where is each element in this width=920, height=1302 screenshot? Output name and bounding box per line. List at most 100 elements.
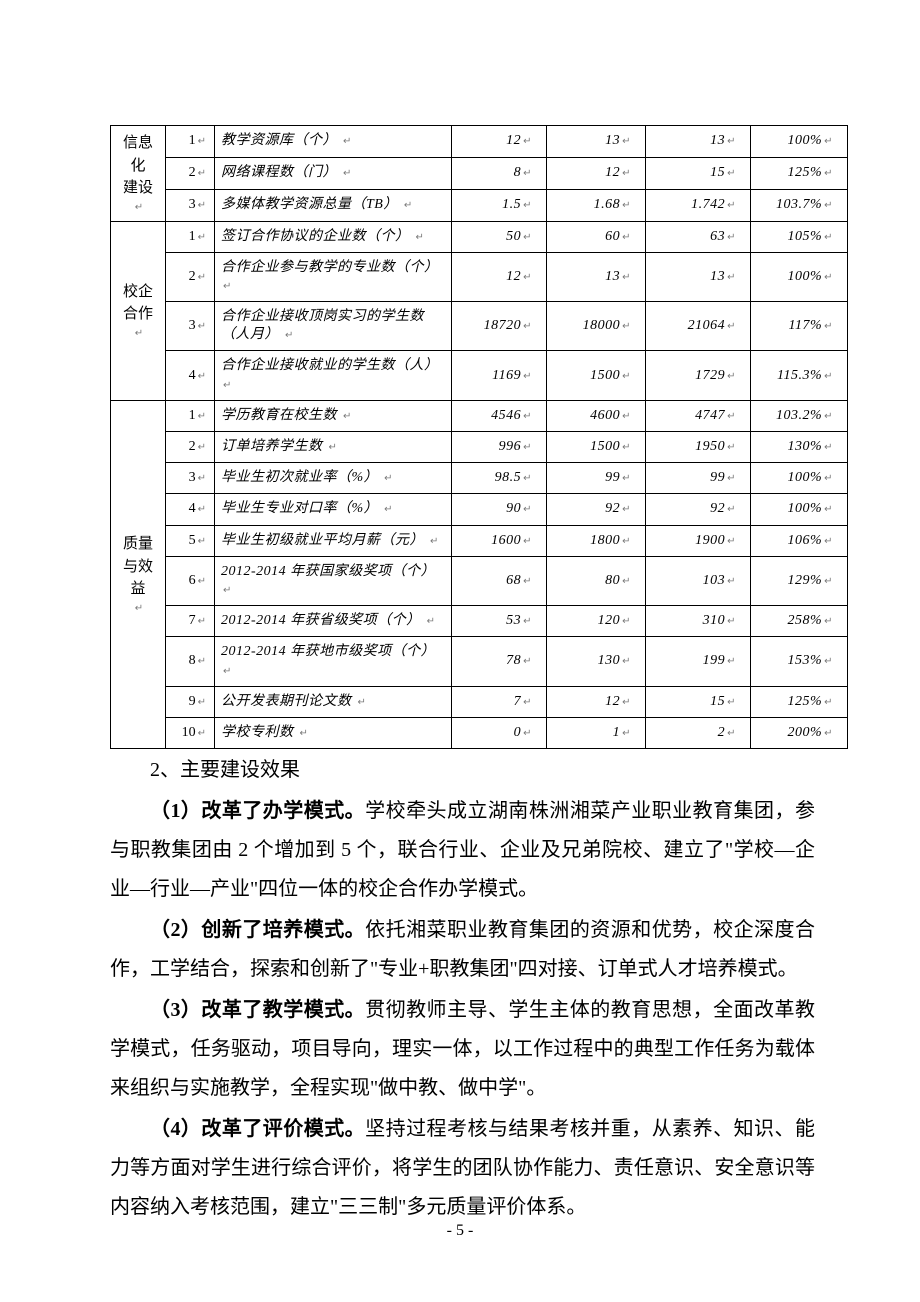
value-cell: 12↵ — [547, 157, 646, 189]
return-mark: ↵ — [824, 371, 833, 382]
return-mark: ↵ — [523, 371, 532, 382]
return-mark: ↵ — [523, 321, 532, 332]
return-mark: ↵ — [727, 473, 736, 484]
indicator-cell: 签订合作协议的企业数（个） ↵ — [215, 221, 452, 252]
return-mark: ↵ — [523, 473, 532, 484]
value-cell: 125%↵ — [751, 157, 848, 189]
return-mark: ↵ — [384, 504, 393, 515]
return-mark: ↵ — [198, 656, 206, 667]
value-cell: 100%↵ — [751, 126, 848, 158]
return-mark: ↵ — [622, 442, 631, 453]
return-mark: ↵ — [727, 168, 736, 179]
value-cell: 13↵ — [547, 126, 646, 158]
return-mark: ↵ — [727, 136, 736, 147]
value-cell: 0↵ — [452, 717, 547, 748]
row-index-cell: 8↵ — [166, 637, 215, 686]
value-cell: 99↵ — [547, 463, 646, 494]
return-mark: ↵ — [824, 576, 833, 587]
value-cell: 1900↵ — [646, 525, 751, 556]
value-cell: 130↵ — [547, 637, 646, 686]
value-cell: 12↵ — [547, 686, 646, 717]
indicator-cell: 合作企业接收就业的学生数（人） ↵ — [215, 351, 452, 400]
value-cell: 100%↵ — [751, 494, 848, 525]
value-cell: 1.742↵ — [646, 189, 751, 221]
value-cell: 13↵ — [646, 252, 751, 301]
return-mark: ↵ — [198, 321, 206, 332]
indicator-cell: 教学资源库（个） ↵ — [215, 126, 452, 158]
return-mark: ↵ — [523, 442, 532, 453]
return-mark: ↵ — [622, 616, 631, 627]
indicator-cell: 2012-2014 年获国家级奖项（个） ↵ — [215, 556, 452, 605]
table-row: 6↵2012-2014 年获国家级奖项（个） ↵68↵80↵103↵129%↵ — [111, 556, 848, 605]
return-mark: ↵ — [223, 380, 232, 391]
table-row: 10↵学校专利数 ↵0↵1↵2↵200%↵ — [111, 717, 848, 748]
category-label-line: 校企 — [115, 281, 161, 304]
indicator-cell: 学校专利数 ↵ — [215, 717, 452, 748]
return-mark: ↵ — [622, 371, 631, 382]
return-mark: ↵ — [523, 504, 532, 515]
value-cell: 12↵ — [452, 126, 547, 158]
value-cell: 130%↵ — [751, 432, 848, 463]
return-mark: ↵ — [198, 411, 206, 422]
paragraph-lead: （1）改革了办学模式。 — [150, 800, 365, 822]
return-mark: ↵ — [727, 200, 736, 211]
value-cell: 50↵ — [452, 221, 547, 252]
value-cell: 12↵ — [452, 252, 547, 301]
table-row: 7↵2012-2014 年获省级奖项（个） ↵53↵120↵310↵258%↵ — [111, 606, 848, 637]
value-cell: 8↵ — [452, 157, 547, 189]
return-mark: ↵ — [117, 326, 161, 341]
return-mark: ↵ — [622, 411, 631, 422]
return-mark: ↵ — [198, 473, 206, 484]
table-row: 5↵毕业生初级就业平均月薪（元） ↵1600↵1800↵1900↵106%↵ — [111, 525, 848, 556]
return-mark: ↵ — [824, 136, 833, 147]
return-mark: ↵ — [824, 473, 833, 484]
value-cell: 13↵ — [547, 252, 646, 301]
value-cell: 1↵ — [547, 717, 646, 748]
row-index-cell: 9↵ — [166, 686, 215, 717]
value-cell: 1600↵ — [452, 525, 547, 556]
value-cell: 13↵ — [646, 126, 751, 158]
value-cell: 100%↵ — [751, 463, 848, 494]
value-cell: 117%↵ — [751, 302, 848, 351]
body-paragraph: （1）改革了办学模式。学校牵头成立湖南株洲湘菜产业职业教育集团，参与职教集团由 … — [110, 792, 815, 909]
value-cell: 68↵ — [452, 556, 547, 605]
value-cell: 258%↵ — [751, 606, 848, 637]
return-mark: ↵ — [198, 536, 206, 547]
category-cell: 校企合作↵ — [111, 221, 166, 400]
value-cell: 153%↵ — [751, 637, 848, 686]
row-index-cell: 4↵ — [166, 351, 215, 400]
table-row: 3↵合作企业接收顶岗实习的学生数（人月） ↵18720↵18000↵21064↵… — [111, 302, 848, 351]
return-mark: ↵ — [198, 371, 206, 382]
table-row: 9↵公开发表期刊论文数 ↵7↵12↵15↵125%↵ — [111, 686, 848, 717]
return-mark: ↵ — [727, 272, 736, 283]
row-index-cell: 6↵ — [166, 556, 215, 605]
value-cell: 1.68↵ — [547, 189, 646, 221]
return-mark: ↵ — [824, 616, 833, 627]
return-mark: ↵ — [622, 656, 631, 667]
row-index-cell: 1↵ — [166, 221, 215, 252]
document-page: 信息化建设↵1↵教学资源库（个） ↵12↵13↵13↵100%↵2↵网络课程数（… — [0, 0, 920, 1302]
value-cell: 100%↵ — [751, 252, 848, 301]
indicator-cell: 合作企业接收顶岗实习的学生数（人月） ↵ — [215, 302, 452, 351]
paragraph-lead: （3）改革了教学模式。 — [150, 999, 365, 1021]
return-mark: ↵ — [523, 616, 532, 627]
return-mark: ↵ — [329, 442, 338, 453]
value-cell: 92↵ — [547, 494, 646, 525]
row-index-cell: 2↵ — [166, 252, 215, 301]
return-mark: ↵ — [824, 232, 833, 243]
category-cell: 信息化建设↵ — [111, 126, 166, 222]
row-index-cell: 3↵ — [166, 189, 215, 221]
value-cell: 98.5↵ — [452, 463, 547, 494]
indicator-cell: 毕业生初次就业率（%） ↵ — [215, 463, 452, 494]
return-mark: ↵ — [223, 281, 232, 292]
return-mark: ↵ — [824, 536, 833, 547]
return-mark: ↵ — [622, 168, 631, 179]
row-index-cell: 1↵ — [166, 126, 215, 158]
return-mark: ↵ — [622, 200, 631, 211]
return-mark: ↵ — [198, 697, 206, 708]
return-mark: ↵ — [198, 272, 206, 283]
paragraphs-container: （1）改革了办学模式。学校牵头成立湖南株洲湘菜产业职业教育集团，参与职教集团由 … — [110, 792, 815, 1227]
value-cell: 18720↵ — [452, 302, 547, 351]
return-mark: ↵ — [824, 321, 833, 332]
body-paragraph: （2）创新了培养模式。依托湘菜职业教育集团的资源和优势，校企深度合作，工学结合，… — [110, 911, 815, 989]
